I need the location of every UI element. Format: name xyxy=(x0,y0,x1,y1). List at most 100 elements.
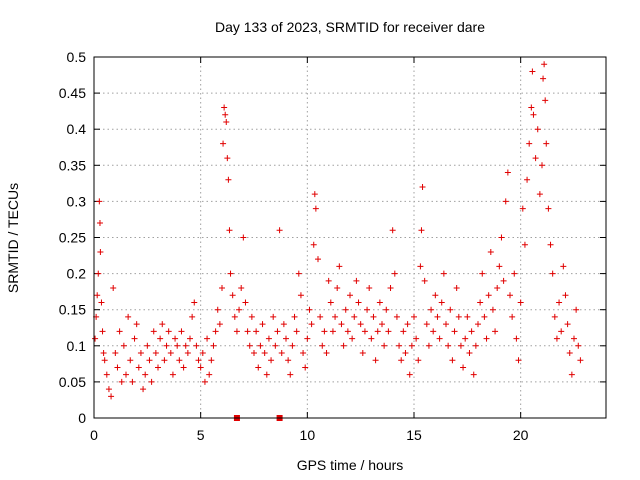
data-point xyxy=(306,306,313,313)
data-point xyxy=(475,321,481,328)
data-point xyxy=(327,299,334,306)
data-point xyxy=(453,285,460,292)
data-point xyxy=(135,364,142,371)
data-point xyxy=(347,292,353,299)
data-point xyxy=(577,357,584,364)
data-point xyxy=(445,342,452,349)
data-point xyxy=(419,183,426,190)
data-point xyxy=(418,227,425,234)
data-point xyxy=(304,335,311,342)
data-point xyxy=(219,285,225,292)
data-point xyxy=(112,350,119,357)
data-point xyxy=(225,176,232,183)
data-point xyxy=(536,191,543,198)
data-point xyxy=(502,198,509,205)
data-point xyxy=(315,256,321,263)
grid-lines xyxy=(94,57,606,418)
x-tick-label: 20 xyxy=(513,427,529,443)
data-point xyxy=(393,313,400,320)
data-point xyxy=(199,350,206,357)
data-point xyxy=(246,342,253,349)
data-point xyxy=(289,342,296,349)
data-point xyxy=(370,313,377,320)
data-point xyxy=(157,335,164,342)
data-point xyxy=(492,328,499,335)
data-point xyxy=(526,140,533,147)
data-point xyxy=(287,371,294,378)
data-point xyxy=(120,342,127,349)
x-axis-label: GPS time / hours xyxy=(297,457,404,473)
data-point xyxy=(355,299,362,306)
data-point xyxy=(317,313,324,320)
y-tick-label: 0.35 xyxy=(59,157,86,173)
data-point xyxy=(191,299,198,306)
data-point xyxy=(385,328,392,335)
data-point xyxy=(110,285,117,292)
data-point xyxy=(236,306,243,313)
data-point xyxy=(402,350,409,357)
data-point xyxy=(240,234,247,241)
data-point xyxy=(406,371,413,378)
data-point xyxy=(283,335,289,342)
data-point xyxy=(532,155,539,162)
data-point xyxy=(310,241,317,248)
data-point xyxy=(498,234,505,241)
y-tick-label: 0.4 xyxy=(67,121,87,137)
data-point xyxy=(278,350,285,357)
data-point xyxy=(540,75,547,82)
data-point xyxy=(364,306,371,313)
data-point xyxy=(340,342,347,349)
data-point xyxy=(293,328,300,335)
data-point xyxy=(481,313,488,320)
data-point xyxy=(131,335,138,342)
data-point xyxy=(359,350,366,357)
chart-title: Day 133 of 2023, SRMTID for receiver dar… xyxy=(215,19,485,35)
data-point xyxy=(534,126,541,133)
data-point xyxy=(513,335,520,342)
data-point xyxy=(238,285,245,292)
data-point xyxy=(553,335,560,342)
y-tick-label: 0.2 xyxy=(67,266,87,282)
data-point xyxy=(155,364,161,371)
data-point xyxy=(220,140,227,147)
plot-frame xyxy=(93,56,607,419)
data-point xyxy=(524,176,531,183)
data-point xyxy=(268,357,275,364)
data-point xyxy=(372,357,379,364)
data-point xyxy=(466,350,473,357)
data-point xyxy=(137,350,144,357)
data-point xyxy=(184,350,191,357)
data-point xyxy=(226,227,233,234)
y-axis-label: SRMTID / TECUs xyxy=(5,183,21,293)
data-point xyxy=(201,378,208,385)
data-point xyxy=(383,306,390,313)
data-point xyxy=(265,335,272,342)
data-point xyxy=(297,292,304,299)
data-point xyxy=(118,378,125,385)
data-point xyxy=(398,357,405,364)
y-tick-label: 0.15 xyxy=(59,302,86,318)
data-point xyxy=(325,277,332,284)
data-point xyxy=(575,342,582,349)
data-point xyxy=(295,270,302,277)
data-point xyxy=(259,321,266,328)
data-point xyxy=(528,104,535,111)
data-point xyxy=(231,313,238,320)
data-point xyxy=(189,313,196,320)
data-point xyxy=(98,299,105,306)
data-point xyxy=(223,118,230,125)
data-point xyxy=(494,285,501,292)
data-point xyxy=(255,364,262,371)
data-point xyxy=(361,328,368,335)
data-point xyxy=(440,270,447,277)
data-point xyxy=(564,321,571,328)
data-point xyxy=(257,342,264,349)
data-point xyxy=(562,292,569,299)
data-point xyxy=(142,371,149,378)
data-point xyxy=(133,321,140,328)
data-point xyxy=(507,292,513,299)
data-point xyxy=(558,328,565,335)
data-point xyxy=(221,104,228,111)
data-point xyxy=(95,270,102,277)
y-tick-label: 0.45 xyxy=(59,85,86,101)
